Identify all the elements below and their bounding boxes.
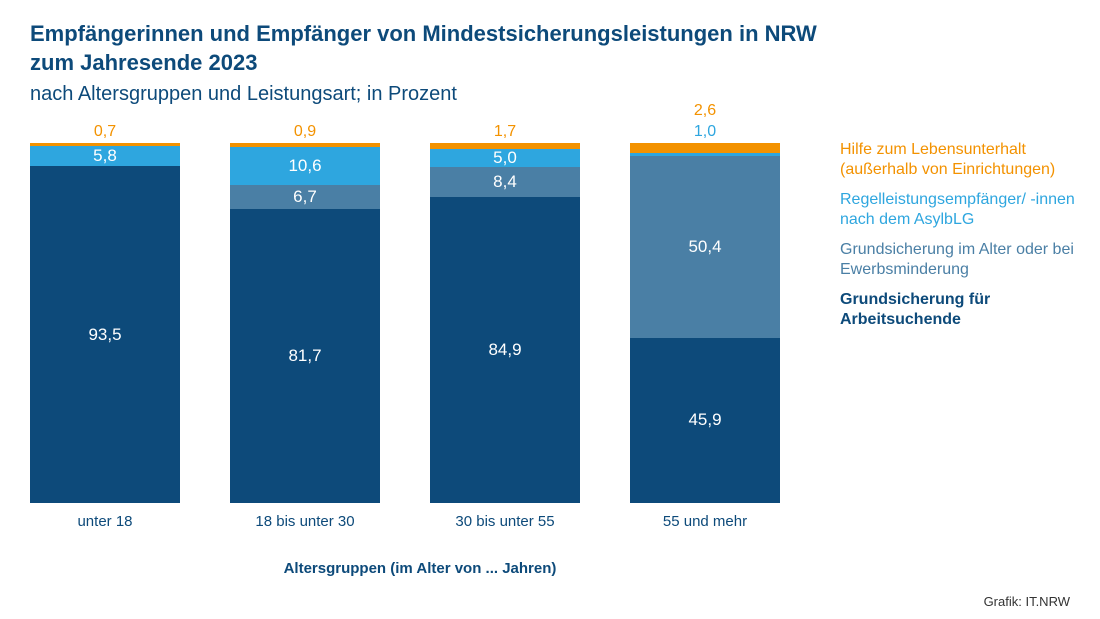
bar-column: 0,9 10,6 6,7 81,7 18 bis unter 30: [230, 122, 380, 530]
x-axis-title: Altersgruppen (im Alter von ... Jahren): [30, 560, 810, 577]
bar-segment-grundsicherung_alter: 8,4: [430, 167, 580, 197]
x-category-label: 30 bis unter 55: [455, 513, 554, 530]
title-line-1: Empfängerinnen und Empfänger von Mindest…: [30, 20, 1070, 49]
stacked-bar: 5,0 8,4 84,9: [430, 143, 580, 503]
legend-item-grundsicherung_alter: Grundsicherung im Alter oder bei Ewerbsm…: [840, 240, 1080, 280]
top-label-hilfe: 2,6: [694, 101, 716, 120]
bar-segment-grundsicherung_arbeit: 81,7: [230, 209, 380, 503]
segment-label: 6,7: [293, 187, 317, 207]
legend-item-hilfe: Hilfe zum Lebensunterhalt (außerhalb von…: [840, 140, 1080, 180]
segment-label: 5,0: [493, 149, 517, 167]
footer-credit: Grafik: IT.NRW: [984, 594, 1070, 609]
chart-page: Empfängerinnen und Empfänger von Mindest…: [0, 0, 1100, 619]
bar-top-labels: 1,7: [494, 122, 516, 143]
bar-column: 2,61,050,445,955 und mehr: [630, 101, 780, 530]
legend-item-grundsicherung_arbeit: Grundsicherung für Arbeitsuchende: [840, 290, 1080, 330]
bar-segment-hilfe: [630, 143, 780, 152]
title-line-2: zum Jahresende 2023: [30, 49, 1070, 78]
segment-label: 45,9: [688, 410, 721, 430]
segment-label: 8,4: [493, 172, 517, 192]
bar-segment-grundsicherung_alter: 50,4: [630, 156, 780, 337]
x-category-label: 18 bis unter 30: [255, 513, 354, 530]
bar-top-labels: 0,9: [294, 122, 316, 143]
bar-segment-grundsicherung_arbeit: 45,9: [630, 338, 780, 503]
stacked-bar: 50,4 45,9: [630, 143, 780, 503]
bar-segment-grundsicherung_arbeit: 93,5: [30, 166, 180, 503]
segment-label: 93,5: [88, 325, 121, 345]
bar-column: 0,7 5,8 93,5 unter 18: [30, 122, 180, 530]
x-category-label: 55 und mehr: [663, 513, 747, 530]
subtitle: nach Altersgruppen und Leistungsart; in …: [30, 83, 1070, 106]
segment-label: 50,4: [688, 237, 721, 257]
x-category-label: unter 18: [77, 513, 132, 530]
bar-segment-asyl: 5,0: [430, 149, 580, 167]
bar-segment-asyl: 5,8: [30, 146, 180, 167]
bar-top-labels: 0,7: [94, 122, 116, 143]
top-label-asyl: 1,0: [694, 122, 716, 141]
legend-item-asyl: Regelleistungsempfänger/ -innen nach dem…: [840, 190, 1080, 230]
top-label-hilfe: 1,7: [494, 122, 516, 141]
bar-segment-grundsicherung_arbeit: 84,9: [430, 197, 580, 503]
segment-label: 81,7: [288, 346, 321, 366]
bars-row: 0,75,893,5unter 180,910,66,781,718 bis u…: [30, 140, 810, 530]
bar-segment-grundsicherung_alter: 6,7: [230, 185, 380, 209]
bar-top-labels: 2,61,0: [694, 101, 716, 143]
stacked-bar: 10,6 6,7 81,7: [230, 143, 380, 503]
bar-column: 1,7 5,0 8,4 84,9 30 bis unter 55: [430, 122, 580, 530]
top-label-hilfe: 0,7: [94, 122, 116, 141]
segment-label: 5,8: [93, 146, 117, 166]
stacked-bar: 5,8 93,5: [30, 143, 180, 503]
segment-label: 84,9: [488, 340, 521, 360]
chart-area: 0,75,893,5unter 180,910,66,781,718 bis u…: [30, 140, 810, 560]
legend: Hilfe zum Lebensunterhalt (außerhalb von…: [840, 140, 1080, 340]
bar-segment-asyl: 10,6: [230, 147, 380, 185]
top-label-hilfe: 0,9: [294, 122, 316, 141]
segment-label: 10,6: [288, 156, 321, 176]
